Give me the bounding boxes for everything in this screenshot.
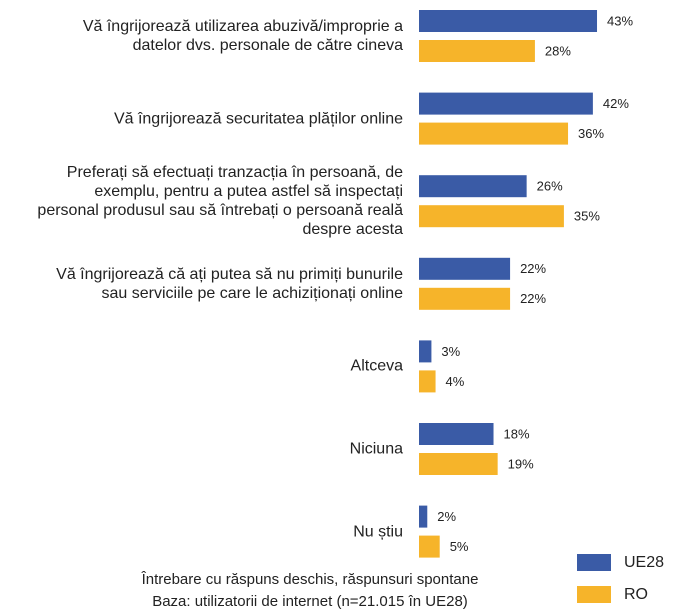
value-label: 35% [574,209,600,224]
category-label: Altceva [350,357,403,375]
value-label: 5% [450,539,469,554]
value-label: 28% [545,43,571,58]
bar [419,370,436,393]
legend-swatch [577,586,611,603]
category-label: Vă îngrijorează securitatea plăților onl… [113,110,403,128]
value-label: 22% [520,261,546,276]
value-label: 2% [437,509,456,524]
bar [419,40,535,62]
category-label: Nu știu [353,523,403,541]
legend-label: RO [624,586,648,603]
bar [419,505,428,528]
value-label: 19% [508,456,534,471]
legend-label: UE28 [624,554,664,571]
bar [419,423,494,445]
value-label: 22% [520,291,546,306]
bar [419,535,440,558]
value-label: 3% [441,344,460,359]
bar [419,340,432,363]
category-label: Vă îngrijorează utilizarea abuzivă/impro… [82,18,403,54]
value-label: 36% [578,126,604,141]
value-label: 43% [607,13,633,28]
category-label: Niciuna [349,440,403,458]
note: Întrebare cu răspuns deschis, răspunsuri… [141,571,479,588]
note: Baza: utilizatorii de internet (n=21.015… [152,593,468,610]
bar [419,287,511,310]
bar [419,175,527,198]
value-label: 4% [446,374,465,389]
bar [419,122,569,145]
bar [419,453,498,475]
value-label: 42% [603,96,629,111]
bar [419,92,593,115]
value-label: 18% [504,426,530,441]
bar [419,10,598,32]
category-label: Preferați să efectuați tranzacția în per… [37,164,403,239]
bar [419,205,564,228]
category-label: Vă îngrijorează că ați putea să nu primi… [56,265,403,302]
value-label: 26% [537,179,563,194]
legend-swatch [577,554,611,571]
bar [419,257,511,280]
